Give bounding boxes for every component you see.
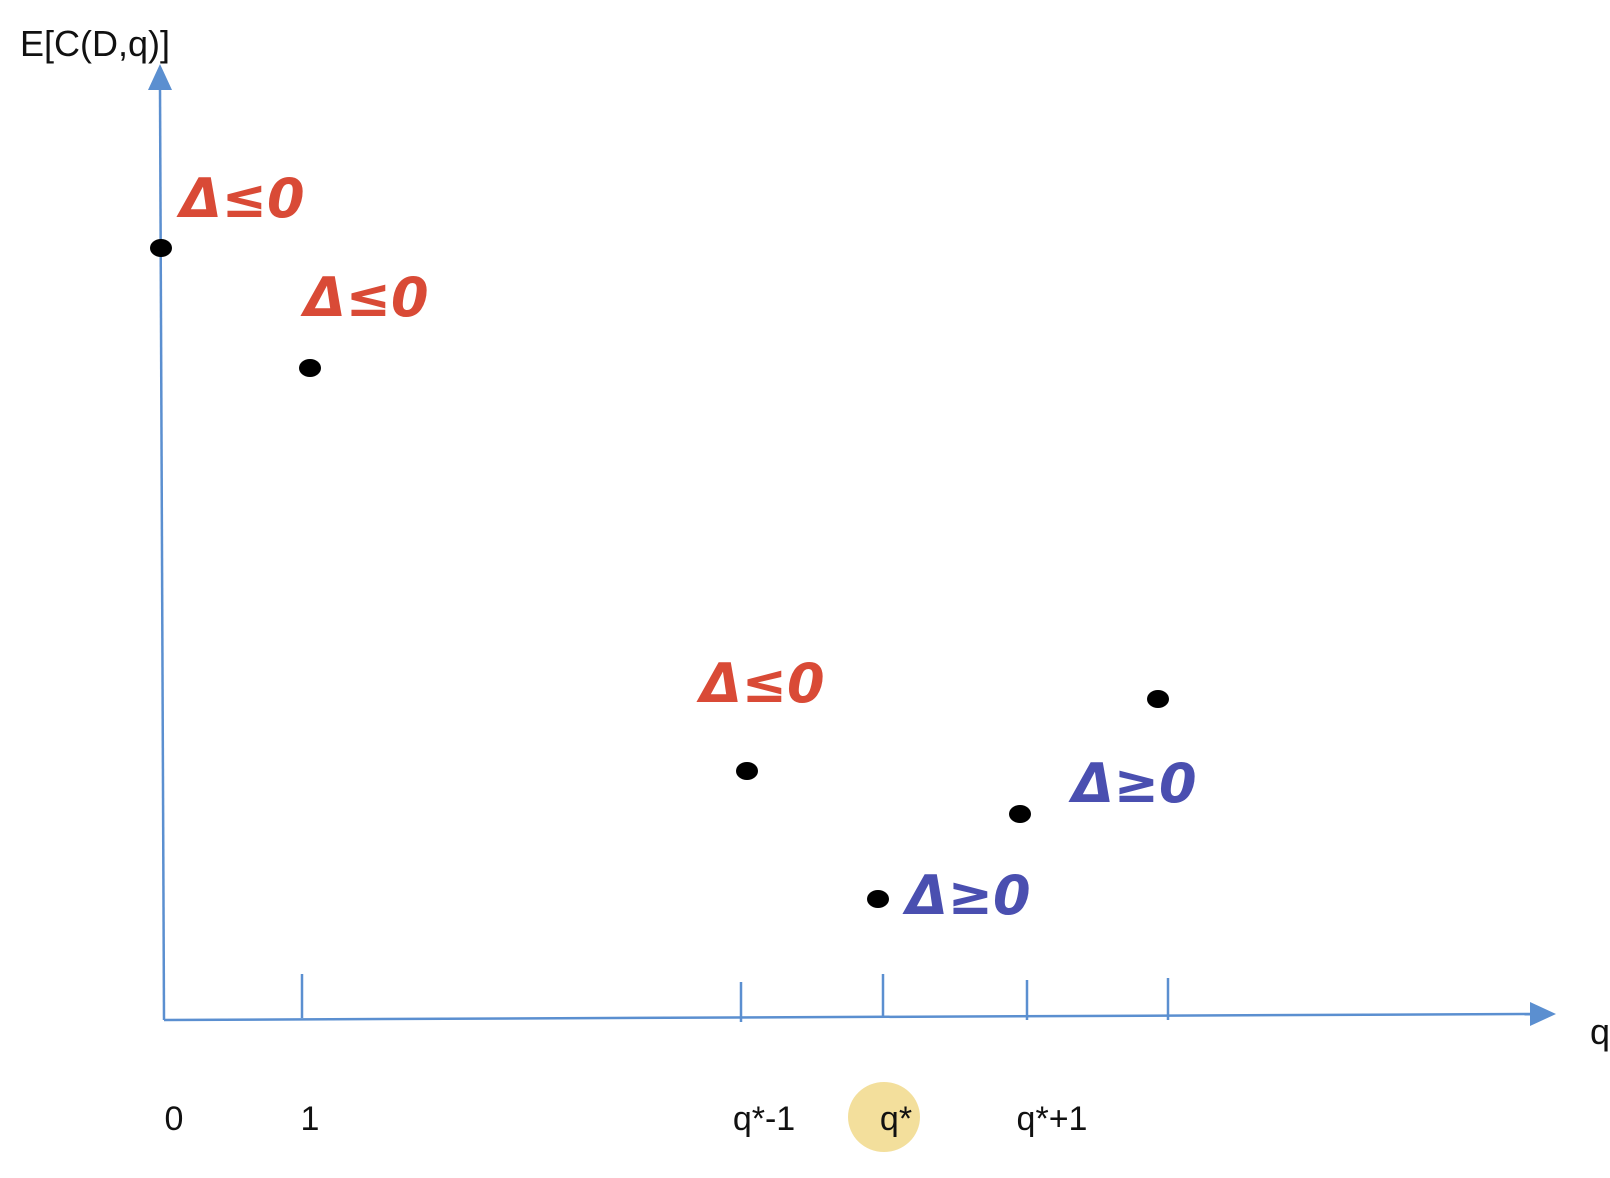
tick-labels: 0 1 q*-1 q* q*+1: [165, 1100, 1088, 1138]
x-axis-label: q: [1590, 1011, 1610, 1052]
annotation-delta-ge-0-b: Δ≥0: [1068, 752, 1197, 815]
annotation-delta-le-0-a: Δ≤0: [176, 167, 305, 230]
tick-label-qstar-plus-1: q*+1: [1017, 1100, 1088, 1138]
point-qstar: [867, 890, 889, 908]
annotation-delta-ge-0-a: Δ≥0: [902, 864, 1031, 927]
point-q1: [299, 359, 321, 377]
y-axis-label: E[C(D,q)]: [20, 23, 170, 64]
point-qstar-minus-1: [736, 762, 758, 780]
tick-label-qstar-minus-1: q*-1: [733, 1100, 795, 1138]
point-q0: [150, 239, 172, 257]
annotation-delta-le-0-c: Δ≤0: [696, 652, 825, 715]
y-axis: [158, 87, 166, 1021]
annotation-delta-le-0-b: Δ≤0: [300, 266, 429, 329]
points: [150, 239, 1169, 908]
qstar-highlight: [848, 1082, 920, 1152]
x-axis-arrowhead: [1530, 1002, 1556, 1026]
y-axis-arrowhead: [148, 64, 172, 90]
tick-label-1: 1: [301, 1100, 320, 1138]
tick-label-qstar: q*: [880, 1100, 912, 1138]
point-qstar-plus-2: [1147, 690, 1169, 708]
tick-marks: [300, 974, 1170, 1022]
point-qstar-plus-1: [1009, 805, 1031, 823]
axes: [148, 64, 1556, 1026]
annotations: Δ≤0 Δ≤0 Δ≤0 Δ≥0 Δ≥0: [176, 167, 1197, 927]
tick-label-0: 0: [165, 1100, 184, 1138]
x-axis: [163, 1012, 1531, 1022]
